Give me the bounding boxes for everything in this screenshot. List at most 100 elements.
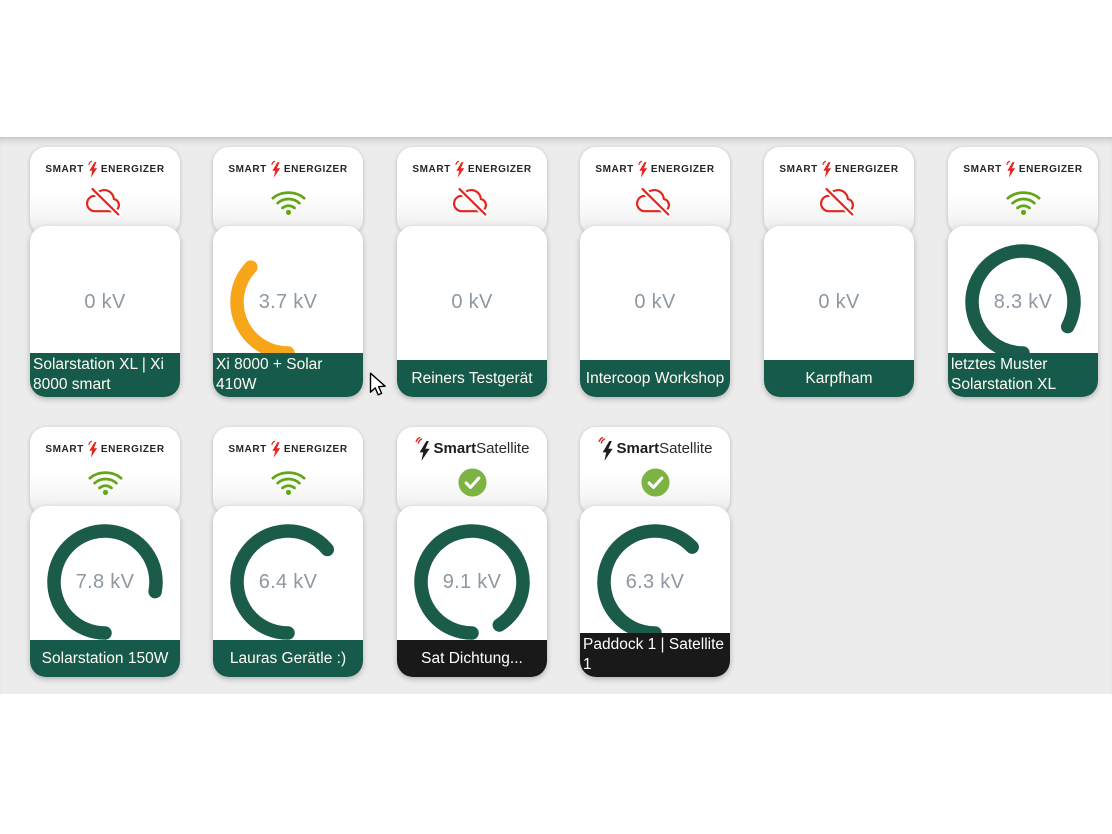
device-name-label: Reiners Testgerät [397, 360, 547, 397]
voltage-gauge: 6.3 kV [580, 506, 730, 646]
brand-word-energizer: ENERGIZER [467, 163, 532, 175]
device-name-label: Solarstation 150W [30, 640, 180, 677]
brand-word-smart: SMART [595, 163, 634, 175]
brand-word-smart: Smart [616, 440, 660, 457]
connection-status-slot [213, 184, 363, 220]
lightning-bolt-icon [271, 160, 281, 178]
connection-status-slot [580, 464, 730, 500]
wifi-icon [1005, 191, 1041, 215]
connection-status-slot [948, 184, 1098, 220]
lightning-bolt-icon [455, 160, 465, 178]
brand-word-energizer: ENERGIZER [283, 443, 348, 455]
lightning-bolt-icon [88, 440, 98, 458]
brand-word-energizer: ENERGIZER [650, 163, 715, 175]
cloud-off-icon [819, 186, 856, 218]
device-card-header: SmartSatellite [580, 427, 730, 515]
connection-status-slot [213, 464, 363, 500]
device-card-header: SMART ENERGIZER [30, 427, 180, 515]
brand-word-satellite: Satellite [659, 440, 713, 457]
gauge-arc [230, 260, 295, 360]
voltage-value: 0 kV [818, 290, 860, 313]
connection-status-slot [397, 464, 547, 500]
voltage-gauge: 6.4 kV [213, 506, 363, 646]
brand-logo: SMART ENERGIZER [30, 158, 180, 180]
voltage-gauge: 0 kV [764, 226, 914, 366]
device-card[interactable]: SMART ENERGIZER 6.4 kV Lauras Gerätle :) [213, 427, 363, 677]
device-name-label: Intercoop Workshop [580, 360, 730, 397]
device-card[interactable]: SMART ENERGIZER 8.3 kV letztes Muster So… [948, 147, 1098, 397]
device-card-body: 6.3 kV Paddock 1 | Satellite 1 [580, 506, 730, 677]
voltage-gauge: 9.1 kV [397, 506, 547, 646]
brand-word-smart: SMART [228, 163, 267, 175]
wifi-icon [270, 471, 306, 495]
brand-word-smart: Smart [433, 440, 477, 457]
device-card-header: SMART ENERGIZER [764, 147, 914, 235]
device-card[interactable]: SMART ENERGIZER 7.8 kV Solarstation 150W [30, 427, 180, 677]
gauge-arc [230, 524, 335, 640]
device-card[interactable]: SMART ENERGIZER 3.7 kV Xi 8000 + Solar 4… [213, 147, 363, 397]
brand-logo: SMART ENERGIZER [764, 158, 914, 180]
device-card[interactable]: SMART ENERGIZER 0 kV Reiners Testgerät [397, 147, 547, 397]
voltage-value: 0 kV [451, 290, 493, 313]
device-card-header: SMART ENERGIZER [397, 147, 547, 235]
check-circle-icon [640, 467, 670, 497]
brand-word-smart: SMART [412, 163, 451, 175]
device-card-header: SMART ENERGIZER [948, 147, 1098, 235]
device-card-header: SMART ENERGIZER [580, 147, 730, 235]
brand-word-energizer: ENERGIZER [283, 163, 348, 175]
device-card[interactable]: SMART ENERGIZER 0 kV Intercoop Workshop [580, 147, 730, 397]
lightning-bolt-icon [638, 160, 648, 178]
voltage-value: 6.4 kV [258, 570, 318, 593]
device-card-body: 0 kV Karpfham [764, 226, 914, 397]
device-card-header: SmartSatellite [397, 427, 547, 515]
device-card-body: 0 kV Intercoop Workshop [580, 226, 730, 397]
satellite-bolt-icon [598, 437, 613, 461]
lightning-bolt-icon [88, 160, 98, 178]
voltage-value: 6.3 kV [625, 570, 685, 593]
connection-status-slot [30, 464, 180, 500]
voltage-value: 0 kV [634, 290, 676, 313]
brand-logo: SMART ENERGIZER [948, 158, 1098, 180]
brand-word-smart: SMART [779, 163, 818, 175]
voltage-gauge: 0 kV [580, 226, 730, 366]
device-card[interactable]: SMART ENERGIZER 0 kV Karpfham [764, 147, 914, 397]
device-card-body: 0 kV Solarstation XL | Xi 8000 smart [30, 226, 180, 397]
voltage-value: 9.1 kV [442, 570, 502, 593]
device-card[interactable]: SmartSatellite 6.3 kV Paddock 1 | Satell… [580, 427, 730, 677]
device-card[interactable]: SmartSatellite 9.1 kV Sat Dichtung... [397, 427, 547, 677]
brand-word-smart: SMART [45, 443, 84, 455]
voltage-value: 3.7 kV [258, 290, 318, 313]
connection-status-slot [30, 184, 180, 220]
wifi-icon [270, 191, 306, 215]
cloud-off-icon [635, 186, 672, 218]
brand-word-energizer: ENERGIZER [100, 443, 165, 455]
brand-word-smart: SMART [45, 163, 84, 175]
device-card-body: 9.1 kV Sat Dichtung... [397, 506, 547, 677]
brand-logo: SmartSatellite [580, 437, 730, 461]
gauge-arc [414, 524, 530, 640]
cloud-off-icon [85, 186, 122, 218]
brand-word-energizer: ENERGIZER [100, 163, 165, 175]
device-card-body: 0 kV Reiners Testgerät [397, 226, 547, 397]
brand-logo: SmartSatellite [397, 437, 547, 461]
device-dashboard-canvas: SMART ENERGIZER 0 kV Solarstation XL | X… [0, 137, 1112, 694]
cloud-off-icon [452, 186, 489, 218]
brand-logo: SMART ENERGIZER [213, 438, 363, 460]
check-circle-icon [457, 467, 487, 497]
voltage-gauge: 8.3 kV [948, 226, 1098, 366]
device-name-label: Xi 8000 + Solar 410W [213, 353, 363, 397]
device-card-body: 7.8 kV Solarstation 150W [30, 506, 180, 677]
connection-status-slot [580, 184, 730, 220]
voltage-gauge: 3.7 kV [213, 226, 363, 366]
gauge-arc [47, 524, 163, 640]
brand-logo: SMART ENERGIZER [397, 158, 547, 180]
voltage-value: 0 kV [84, 290, 126, 313]
device-card-body: 8.3 kV letztes Muster Solarstation XL [948, 226, 1098, 397]
device-card[interactable]: SMART ENERGIZER 0 kV Solarstation XL | X… [30, 147, 180, 397]
connection-status-slot [764, 184, 914, 220]
mouse-cursor-icon [369, 372, 386, 396]
device-name-label: Solarstation XL | Xi 8000 smart [30, 353, 180, 397]
brand-word-smart: SMART [963, 163, 1002, 175]
satellite-bolt-icon [415, 437, 430, 461]
